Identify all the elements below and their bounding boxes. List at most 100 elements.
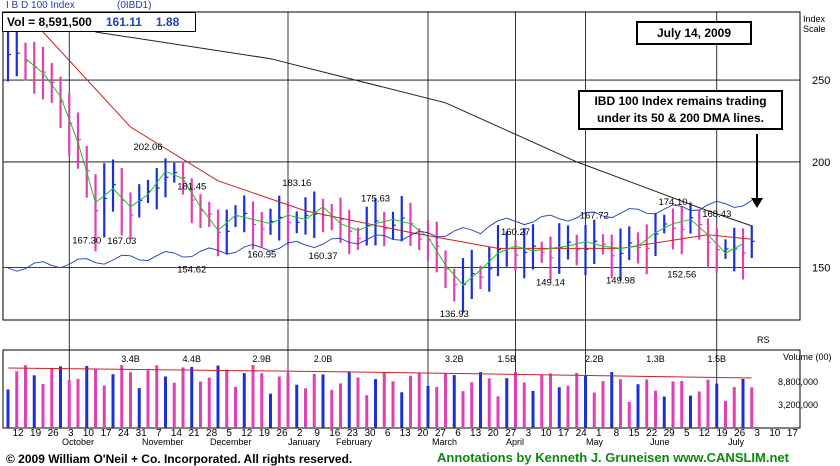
x-tick-label: 3 [526, 428, 532, 439]
date-box: July 14, 2009 [636, 21, 752, 45]
price-annotation: 136.93 [440, 309, 469, 320]
price-annotation: 167.30 [72, 235, 101, 246]
volume-annotation: 2.9B [252, 354, 271, 364]
price-annotation: 160.95 [247, 250, 276, 261]
x-tick-label: 17 [558, 428, 570, 439]
price-annotation: 174.10 [658, 197, 687, 208]
annotation-line-2: under its 50 & 200 DMA lines. [597, 111, 764, 125]
price-annotation: 202.06 [133, 142, 162, 153]
x-tick-label: 5 [226, 428, 232, 439]
volume-readout: Vol = 8,591,500 161.11 1.88 [2, 12, 196, 32]
x-tick-label: 3 [68, 428, 74, 439]
x-tick-label: 23 [347, 428, 359, 439]
price-annotation: 149.98 [606, 276, 635, 287]
price-annotation: 160.27 [501, 227, 530, 238]
x-tick-label: 27 [435, 428, 447, 439]
x-tick-label: 10 [540, 428, 552, 439]
y-axis-label: Scale [803, 24, 826, 34]
x-tick-label: 13 [470, 428, 482, 439]
volume-tick-label: 3,200,000 [778, 400, 818, 410]
rs-label: RS [757, 335, 770, 345]
volume-annotation: 3.4B [121, 354, 140, 364]
month-label: July [728, 437, 745, 447]
x-tick-label: 13 [400, 428, 412, 439]
x-tick-label: 22 [646, 428, 658, 439]
volume-annotation: 2.2B [585, 354, 604, 364]
x-tick-label: 10 [769, 428, 781, 439]
x-tick-label: 19 [716, 428, 728, 439]
x-tick-label: 8 [614, 428, 620, 439]
x-tick-label: 21 [188, 428, 200, 439]
x-tick-label: 16 [329, 428, 341, 439]
volume-axis-label: Volume (00) [783, 352, 832, 362]
x-tick-label: 20 [488, 428, 500, 439]
x-tick-label: 10 [83, 428, 95, 439]
x-tick-label: 30 [364, 428, 376, 439]
month-label: February [336, 437, 373, 447]
volume-annotation: 1.5B [707, 354, 726, 364]
month-label: April [506, 437, 524, 447]
x-tick-label: 15 [628, 428, 640, 439]
index-name: I B D 100 Index [6, 0, 75, 11]
y-tick-label: 200 [812, 157, 830, 169]
price-annotation: 154.62 [177, 264, 206, 275]
volume-annotation: 1.3B [646, 354, 665, 364]
x-tick-label: 29 [664, 428, 676, 439]
ma10-line [25, 58, 744, 286]
x-tick-label: 3 [754, 428, 760, 439]
y-tick-label: 150 [812, 262, 830, 274]
price-value: 161.11 [105, 15, 142, 29]
x-tick-label: 26 [48, 428, 60, 439]
month-label: November [142, 437, 184, 447]
change-value: 1.88 [155, 15, 180, 29]
price-annotation: 149.14 [536, 278, 565, 289]
x-tick-label: 19 [259, 428, 271, 439]
month-label: December [210, 437, 252, 447]
arrow-head [751, 198, 763, 208]
x-tick-label: 17 [787, 428, 799, 439]
x-tick-label: 26 [734, 428, 746, 439]
month-label: October [62, 437, 94, 447]
x-tick-label: 9 [314, 428, 320, 439]
price-annotation: 181.45 [177, 182, 206, 193]
x-tick-label: 6 [385, 428, 391, 439]
x-tick-label: 12 [241, 428, 253, 439]
x-tick-label: 31 [136, 428, 148, 439]
volume-tick-label: 8,800,000 [778, 377, 818, 387]
x-tick-label: 20 [417, 428, 429, 439]
x-tick-label: 6 [455, 428, 461, 439]
price-annotation: 152.56 [667, 269, 696, 280]
x-tick-label: 24 [576, 428, 588, 439]
volume-annotation: 2.0B [314, 354, 333, 364]
price-panel-frame [2, 11, 801, 321]
price-annotation: 183.16 [282, 178, 311, 189]
annotation-box: IBD 100 Index remains trading under its … [578, 90, 783, 130]
x-tick-label: 12 [699, 428, 711, 439]
y-tick-label: 250 [812, 75, 830, 87]
annotation-line-1: IBD 100 Index remains trading [594, 94, 767, 108]
x-tick-label: 19 [30, 428, 42, 439]
price-annotation: 160.37 [308, 251, 337, 262]
x-tick-label: 12 [12, 428, 24, 439]
month-label: January [288, 437, 321, 447]
y-axis-label: Index [803, 14, 826, 24]
x-tick-label: 14 [171, 428, 183, 439]
volume-ma-line [7, 367, 752, 379]
rs-line [7, 200, 753, 272]
x-tick-label: 17 [100, 428, 112, 439]
volume-label: Vol = 8,591,500 [7, 15, 92, 29]
x-tick-label: 7 [156, 428, 162, 439]
ma200-line [95, 31, 752, 227]
volume-annotation: 1.5B [497, 354, 516, 364]
price-annotation: 167.03 [107, 236, 136, 247]
x-tick-label: 2 [297, 428, 303, 439]
index-symbol: (0IBD1) [117, 0, 152, 11]
volume-annotation: 3.2B [445, 354, 464, 364]
price-annotation: 167.72 [580, 211, 609, 222]
x-tick-label: 26 [276, 428, 288, 439]
x-tick-label: 5 [684, 428, 690, 439]
month-label: March [432, 437, 457, 447]
volume-annotation: 4.4B [182, 354, 201, 364]
x-tick-label: 28 [206, 428, 218, 439]
